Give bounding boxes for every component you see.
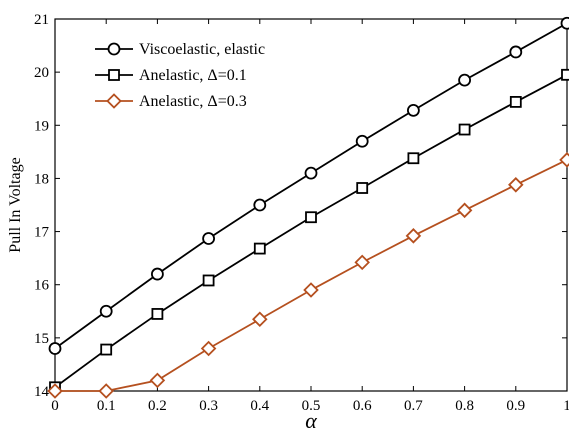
axis-ticks: 0 0.1 0.2 0.3 0.4 0.5 0.6 0.7 0.8 0.9 1 14 15 16 17 18 1…	[34, 12, 569, 414]
data-point-diamond	[456, 202, 473, 219]
x-tick-label: 0.4	[250, 398, 269, 414]
x-tick-label: 0.7	[404, 398, 423, 414]
x-tick-label: 0.8	[455, 398, 474, 414]
data-point-diamond	[200, 340, 217, 357]
data-point-square	[509, 96, 522, 108]
series-line-square	[54, 74, 568, 389]
x-tick-label: 0.5	[302, 398, 321, 414]
y-axis-label: Pull In Voltage	[7, 157, 24, 252]
legend-label: Anelastic, Δ=0.1	[139, 67, 247, 84]
data-point-circle	[509, 45, 523, 59]
x-tick-label: 0.6	[353, 398, 372, 414]
y-tick-label: 18	[34, 171, 49, 187]
data-point-square	[100, 343, 113, 356]
legend-marker-square	[108, 69, 120, 81]
data-point-circle	[48, 342, 62, 355]
y-tick-label: 21	[34, 12, 49, 28]
y-tick-label: 19	[34, 118, 49, 134]
data-point-square	[407, 152, 420, 165]
y-tick-label: 16	[34, 278, 50, 294]
data-point-square	[151, 308, 164, 320]
data-point-diamond	[98, 383, 114, 399]
data-point-diamond	[354, 254, 370, 271]
y-tick-label: 15	[34, 331, 49, 347]
x-tick-label: 0.2	[148, 398, 167, 414]
x-tick-label: 0.1	[97, 398, 116, 414]
data-point-diamond	[303, 282, 319, 298]
series-line-diamond	[55, 159, 568, 392]
legend: Viscoelastic, elastic Anelastic, Δ=0.1 Ane…	[88, 32, 318, 112]
data-point-circle	[406, 104, 420, 117]
data-point-diamond	[47, 383, 63, 399]
data-point-circle	[560, 16, 569, 30]
data-point-circle	[150, 267, 164, 281]
legend-label: Anelastic, Δ=0.3	[139, 93, 247, 110]
series-markers	[47, 16, 569, 399]
legend-label: Viscoelastic, elastic	[139, 41, 265, 58]
x-tick-label: 1	[563, 398, 569, 414]
y-tick-label: 20	[34, 65, 49, 81]
data-point-diamond	[508, 177, 524, 193]
data-point-square	[305, 211, 317, 224]
data-point-diamond	[252, 311, 268, 328]
data-point-circle	[458, 73, 472, 87]
data-point-square	[356, 182, 369, 194]
data-point-diamond	[149, 372, 166, 389]
x-tick-label: 0	[51, 398, 59, 414]
legend-box	[88, 32, 318, 112]
y-tick-label: 14	[34, 384, 50, 400]
y-tick-label: 17	[34, 225, 50, 241]
data-point-square	[458, 123, 471, 136]
data-point-diamond	[405, 228, 422, 244]
legend-marker-diamond	[106, 93, 122, 109]
data-point-circle	[202, 232, 216, 245]
data-point-circle	[99, 304, 113, 318]
data-point-square	[202, 274, 215, 287]
data-point-diamond	[559, 152, 569, 168]
legend-marker-circle	[107, 42, 121, 56]
data-point-circle	[253, 198, 267, 212]
x-tick-label: 0.3	[199, 398, 218, 414]
x-axis-label: α	[305, 408, 317, 433]
data-point-square	[253, 242, 266, 255]
data-point-square	[561, 68, 569, 81]
data-point-circle	[355, 134, 369, 148]
data-point-circle	[304, 166, 318, 180]
x-tick-label: 0.9	[506, 398, 525, 414]
